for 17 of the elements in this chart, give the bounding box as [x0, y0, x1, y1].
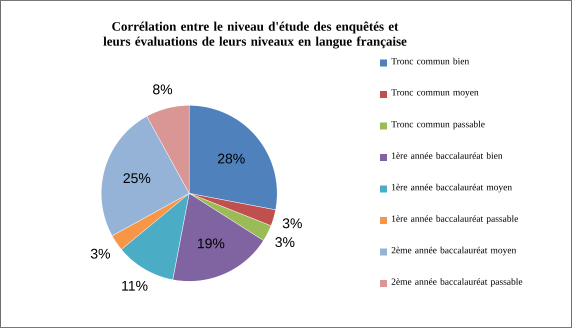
data-label: 3%: [275, 237, 294, 248]
legend-label: 2ème année baccalauréat moyen: [392, 246, 516, 256]
data-label: 3%: [282, 218, 302, 228]
legend-label: Tronc commun bien: [391, 58, 470, 64]
data-label: 28%: [218, 154, 245, 164]
data-label: 11%: [122, 280, 148, 291]
data-label: 8%: [153, 84, 172, 94]
data-label: 3%: [90, 248, 110, 259]
legend-label: Tronc commun passable: [391, 120, 485, 130]
data-label: 25%: [124, 173, 150, 184]
legend-label: 1ère année baccalauréat passable: [392, 215, 518, 224]
legend-label: Tronc commun moyen: [391, 89, 479, 98]
legend-label: 1ère année baccalauréat bien: [392, 152, 502, 159]
data-label: 19%: [198, 238, 224, 248]
chart-title: Corrélation entre le niveau d'étude des enquêtés et leurs évaluations de leurs niveaux en langue française: [103, 22, 406, 48]
legend-label: 2ème année baccalauréat passable: [392, 278, 522, 287]
legend-label: 1ère année baccalauréat moyen: [392, 184, 512, 192]
